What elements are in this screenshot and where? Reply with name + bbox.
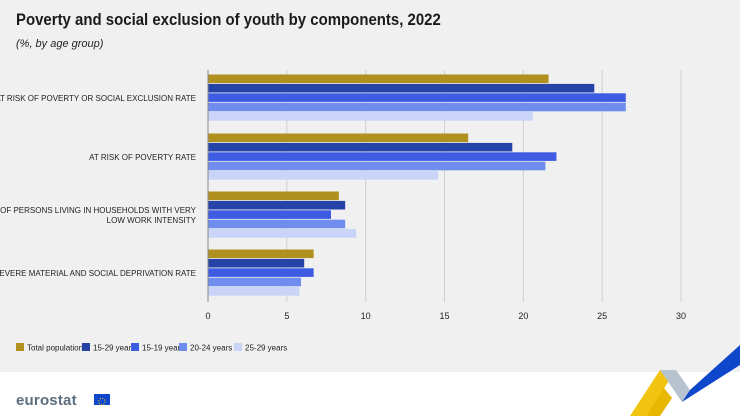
bar-chart: AT RISK OF POVERTY OR SOCIAL EXCLUSION R… [0,70,686,353]
category-label: SEVERE MATERIAL AND SOCIAL DEPRIVATION R… [0,269,196,278]
bar-total-population [208,249,314,259]
legend-label: 15-29 years [93,344,135,353]
legend-swatch [82,343,90,351]
legend-label: 20-24 years [190,344,232,353]
bar-20-24-years [208,219,346,229]
legend-label: 25-29 years [245,344,287,353]
bar-20-24-years [208,102,626,112]
x-tick-label: 20 [518,311,528,321]
legend-swatch [179,343,187,351]
bar-15-19-years [208,93,626,102]
bar-25-29-years [208,229,357,238]
bar-25-29-years [208,287,300,296]
category-label: AT RISK OF POVERTY RATE [89,153,196,162]
footer [0,372,740,416]
bar-15-19-years [208,268,314,277]
bar-total-population [208,191,339,201]
legend-swatch [16,343,24,351]
category-label: SHARE OF PERSONS LIVING IN HOUSEHOLDS WI… [0,206,197,215]
chart-subtitle: (%, by age group) [16,38,104,50]
bar-15-29-years [208,258,305,268]
bar-15-19-years [208,210,331,219]
bar-20-24-years [208,277,302,287]
category-label: LOW WORK INTENSITY [107,216,197,225]
bar-15-29-years [208,142,513,152]
bar-25-29-years [208,171,439,180]
bar-15-29-years [208,200,346,210]
legend-swatch [234,343,242,351]
x-tick-label: 15 [439,311,449,321]
x-tick-label: 25 [597,311,607,321]
x-tick-label: 10 [361,311,371,321]
chart-panel [0,0,740,372]
bar-total-population [208,133,469,143]
bar-15-19-years [208,152,557,161]
decorative-chevron-icon [630,345,740,416]
x-tick-label: 5 [284,311,289,321]
x-tick-label: 30 [676,311,686,321]
legend-label: Total population [27,344,83,353]
bar-total-population [208,74,549,84]
chart-title: Poverty and social exclusion of youth by… [16,10,441,29]
legend-swatch [131,343,139,351]
bar-15-29-years [208,83,595,93]
legend-label: 15-19 years [142,344,184,353]
category-label: AT RISK OF POVERTY OR SOCIAL EXCLUSION R… [0,94,196,103]
eurostat-logo: eurostat [16,392,77,409]
bar-20-24-years [208,161,546,171]
x-tick-label: 0 [205,311,210,321]
eu-flag-icon [94,394,110,406]
bar-25-29-years [208,112,533,121]
